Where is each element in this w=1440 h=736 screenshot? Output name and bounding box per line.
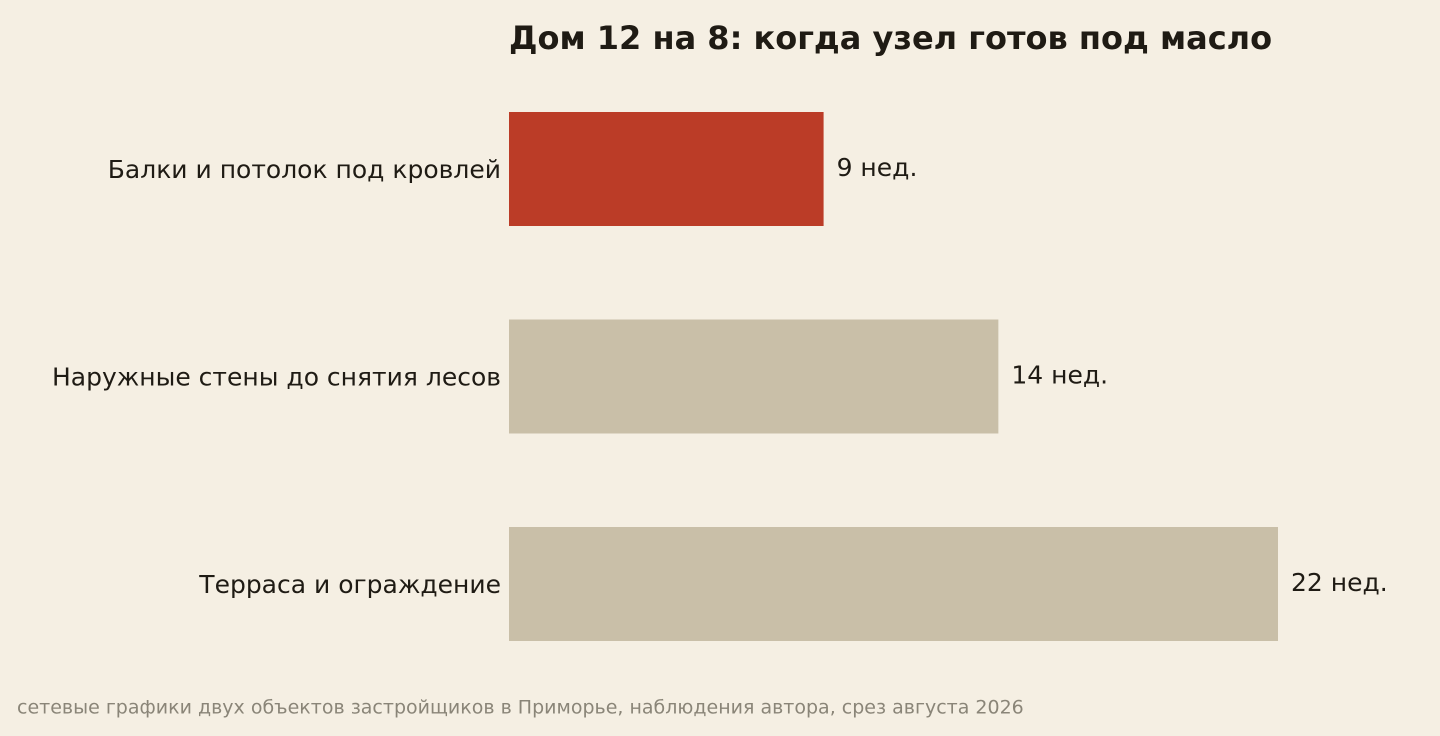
bar (509, 319, 999, 434)
category-label: Балки и потолок под кровлей (108, 155, 501, 184)
source-note: сетевые графики двух объектов застройщик… (17, 697, 1024, 719)
value-label: 9 нед. (837, 153, 918, 182)
category-label: Наружные стены до снятия лесов (52, 363, 501, 392)
value-label: 14 нед. (1011, 361, 1108, 390)
category-label: Терраса и ограждение (198, 570, 501, 599)
bar (509, 527, 1278, 641)
value-label: 22 нед. (1291, 568, 1388, 597)
bar (509, 112, 824, 226)
chart-title: Дом 12 на 8: когда узел готов под масло (509, 19, 1272, 57)
